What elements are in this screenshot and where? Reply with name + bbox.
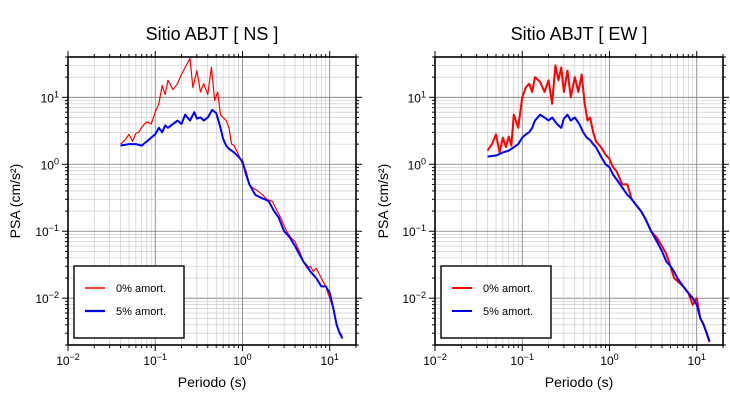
y-tick-label: 100 xyxy=(408,156,426,172)
y-tick-label: 10−1 xyxy=(35,223,59,239)
series-group xyxy=(120,57,344,339)
legend-label-5pct: 5% amort. xyxy=(116,306,166,318)
series-group xyxy=(486,64,711,343)
y-tick-labels: 10−2 10−1 100 101 xyxy=(402,89,426,306)
y-tick-label: 101 xyxy=(41,89,59,105)
x-tick-labels: 10−2 10−1 100 101 xyxy=(423,352,706,368)
tick-marks xyxy=(429,51,729,351)
chart-panel-ns: Sitio ABJT [ NS ] 10−2 10−1 100 101 10−210−… xyxy=(7,24,362,390)
legend-box xyxy=(73,265,185,339)
legend-label-0pct: 0% amort. xyxy=(483,283,533,295)
tick-marks xyxy=(62,51,362,351)
x-tick-label: 101 xyxy=(321,352,339,368)
series-line-0pct xyxy=(486,64,711,343)
y-tick-label: 10−2 xyxy=(35,290,59,306)
y-tick-label: 100 xyxy=(41,156,59,172)
legend-label-5pct: 5% amort. xyxy=(483,306,533,318)
legend: 0% amort. 5% amort. xyxy=(73,265,185,339)
y-axis-label: PSA (cm/s²) xyxy=(7,164,23,239)
x-tick-label: 10−2 xyxy=(56,352,80,368)
x-tick-label: 101 xyxy=(688,352,706,368)
x-tick-label: 10−1 xyxy=(510,352,534,368)
legend-box xyxy=(440,265,552,339)
chart-panel-ew: Sitio ABJT [ EW ] 10−2 10−1 100 101 10−210−… xyxy=(375,24,729,390)
x-tick-label: 100 xyxy=(233,352,251,368)
series-line-5pct xyxy=(487,113,711,342)
x-tick-label: 10−2 xyxy=(423,352,447,368)
chart-title: Sitio ABJT [ NS ] xyxy=(146,24,279,44)
y-tick-labels: 10−2 10−1 100 101 xyxy=(35,89,59,306)
x-axis-label: Periodo (s) xyxy=(545,374,613,390)
x-tick-label: 100 xyxy=(600,352,618,368)
plot-frame xyxy=(434,56,724,346)
chart-title: Sitio ABJT [ EW ] xyxy=(511,24,648,44)
x-tick-label: 10−1 xyxy=(143,352,167,368)
legend-label-0pct: 0% amort. xyxy=(116,283,166,295)
plot-frame xyxy=(67,56,357,346)
y-tick-label: 10−2 xyxy=(402,290,426,306)
grid xyxy=(435,57,723,345)
x-tick-labels: 10−2 10−1 100 101 xyxy=(56,352,339,368)
series-line-5pct xyxy=(120,108,344,339)
y-tick-label: 10−1 xyxy=(402,223,426,239)
y-tick-label: 101 xyxy=(408,89,426,105)
y-axis-label: PSA (cm/s²) xyxy=(375,164,391,239)
legend: 0% amort. 5% amort. xyxy=(440,265,552,339)
x-axis-label: Periodo (s) xyxy=(178,374,246,390)
